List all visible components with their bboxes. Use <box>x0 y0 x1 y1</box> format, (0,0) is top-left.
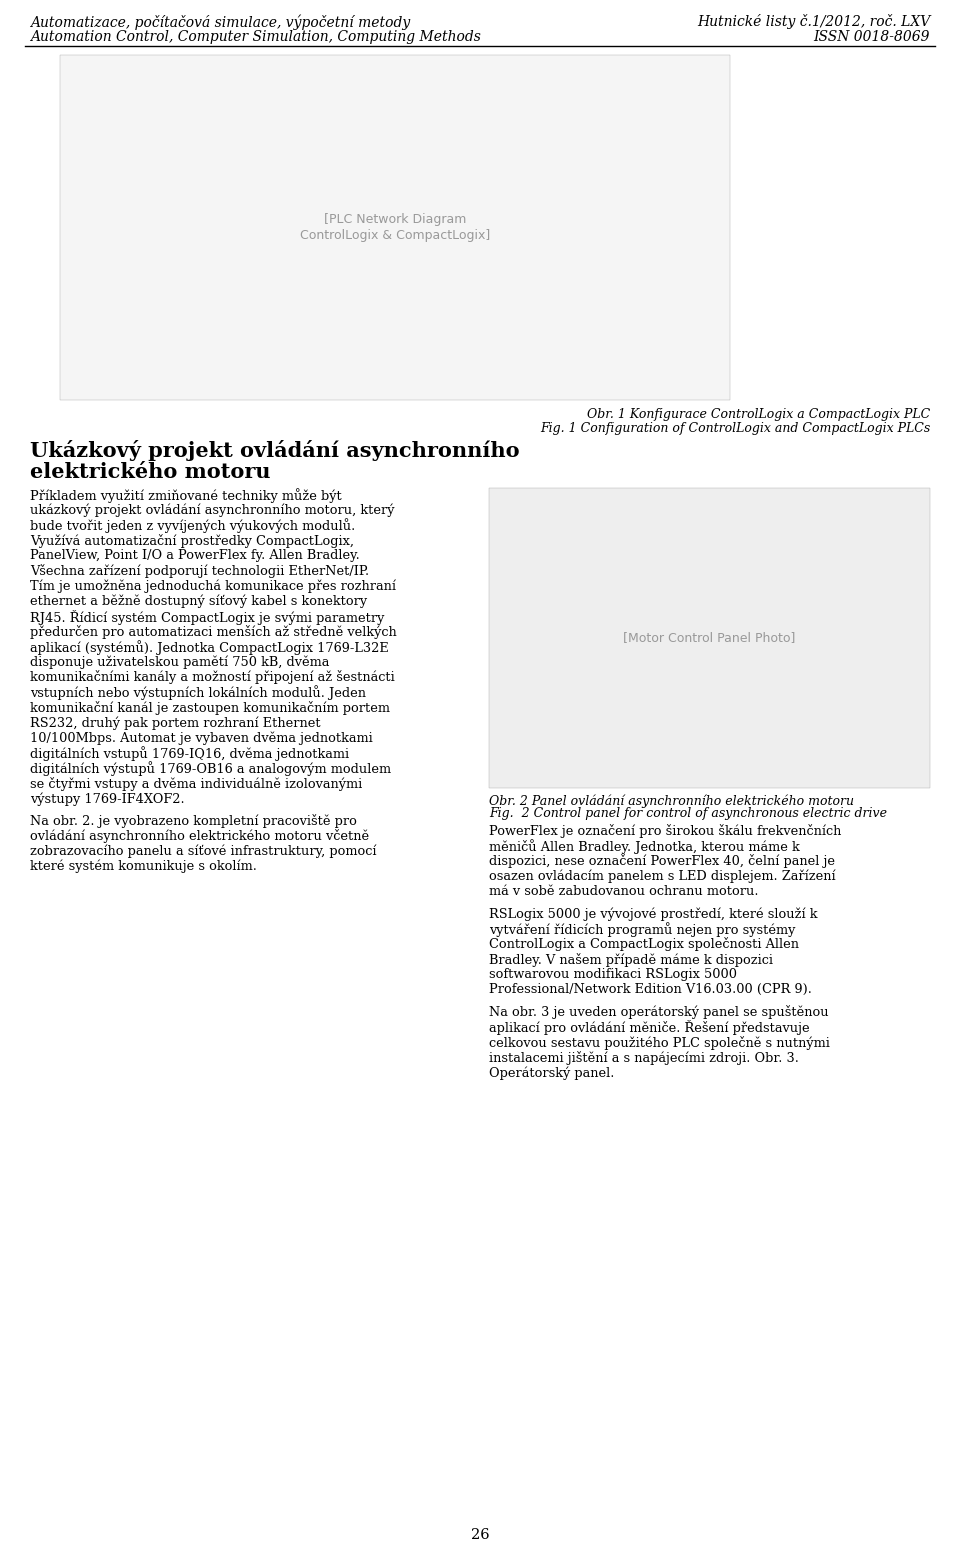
Text: Využívá automatizační prostředky CompactLogix,: Využívá automatizační prostředky Compact… <box>30 533 354 547</box>
Text: instalacemi jištění a s napájecími zdroji. Obr. 3.: instalacemi jištění a s napájecími zdroj… <box>489 1051 799 1065</box>
Text: vytváření řídicích programů nejen pro systémy: vytváření řídicích programů nejen pro sy… <box>489 923 796 937</box>
Text: disponuje uživatelskou pamětí 750 kB, dvěma: disponuje uživatelskou pamětí 750 kB, dv… <box>30 656 329 669</box>
Text: Všechna zařízení podporují technologii EtherNet/IP.: Všechna zařízení podporují technologii E… <box>30 564 370 578</box>
Text: ISSN 0018-8069: ISSN 0018-8069 <box>813 29 930 43</box>
Text: Fig.  2 Control panel for control of asynchronous electric drive: Fig. 2 Control panel for control of asyn… <box>489 807 887 819</box>
Text: komunikačními kanály a možností připojení až šestnácti: komunikačními kanály a možností připojen… <box>30 671 395 685</box>
Text: měničů Allen Bradley. Jednotka, kterou máme k: měničů Allen Bradley. Jednotka, kterou m… <box>489 839 800 853</box>
Text: Na obr. 3 je uveden operátorský panel se spuštěnou: Na obr. 3 je uveden operátorský panel se… <box>489 1005 828 1019</box>
Text: [PLC Network Diagram
ControlLogix & CompactLogix]: [PLC Network Diagram ControlLogix & Comp… <box>300 213 491 241</box>
Text: ethernet a běžně dostupný síťový kabel s konektory: ethernet a běžně dostupný síťový kabel s… <box>30 594 367 608</box>
Text: aplikací pro ovládání měniče. Řešení představuje: aplikací pro ovládání měniče. Řešení pře… <box>489 1020 809 1036</box>
Text: 10/100Mbps. Automat je vybaven dvěma jednotkami: 10/100Mbps. Automat je vybaven dvěma jed… <box>30 731 372 745</box>
Text: Hutnické listy č.1/2012, roč. LXV: Hutnické listy č.1/2012, roč. LXV <box>697 14 930 29</box>
Text: Fig. 1 Configuration of ControlLogix and CompactLogix PLCs: Fig. 1 Configuration of ControlLogix and… <box>540 422 930 434</box>
Text: Obr. 2 Panel ovládání asynchronního elektrického motoru: Obr. 2 Panel ovládání asynchronního elek… <box>489 795 854 807</box>
Text: Na obr. 2. je vyobrazeno kompletní pracoviště pro: Na obr. 2. je vyobrazeno kompletní praco… <box>30 815 357 829</box>
Text: Příkladem využití zmiňované techniky může být: Příkladem využití zmiňované techniky můž… <box>30 489 342 502</box>
Text: RS232, druhý pak portem rozhraní Ethernet: RS232, druhý pak portem rozhraní Etherne… <box>30 716 321 730</box>
Text: RJ45. Řídicí systém CompactLogix je svými parametry: RJ45. Řídicí systém CompactLogix je svým… <box>30 609 384 625</box>
Text: Automatizace, počítačová simulace, výpočetní metody: Automatizace, počítačová simulace, výpoč… <box>30 14 410 29</box>
Text: zobrazovacího panelu a síťové infrastruktury, pomocí: zobrazovacího panelu a síťové infrastruk… <box>30 844 376 858</box>
Text: Professional/Network Edition V16.03.00 (CPR 9).: Professional/Network Edition V16.03.00 (… <box>489 983 812 996</box>
Text: digitálních vstupů 1769-IQ16, dvěma jednotkami: digitálních vstupů 1769-IQ16, dvěma jedn… <box>30 747 349 761</box>
Text: PanelView, Point I/O a PowerFlex fy. Allen Bradley.: PanelView, Point I/O a PowerFlex fy. All… <box>30 549 360 561</box>
Text: celkovou sestavu použitého PLC společně s nutnými: celkovou sestavu použitého PLC společně … <box>489 1036 829 1050</box>
Text: se čtyřmi vstupy a dvěma individuálně izolovanými: se čtyřmi vstupy a dvěma individuálně iz… <box>30 776 362 792</box>
Text: ControlLogix a CompactLogix společnosti Allen: ControlLogix a CompactLogix společnosti … <box>489 937 799 951</box>
Text: má v sobě zabudovanou ochranu motoru.: má v sobě zabudovanou ochranu motoru. <box>489 884 758 898</box>
Text: aplikací (systémů). Jednotka CompactLogix 1769-L32E: aplikací (systémů). Jednotka CompactLogi… <box>30 640 389 656</box>
Text: ukázkový projekt ovládání asynchronního motoru, který: ukázkový projekt ovládání asynchronního … <box>30 502 395 516</box>
Text: PowerFlex je označení pro širokou škálu frekvenčních: PowerFlex je označení pro širokou škálu … <box>489 824 841 838</box>
Bar <box>60 56 730 400</box>
Text: Obr. 1 Konfigurace ControlLogix a CompactLogix PLC: Obr. 1 Konfigurace ControlLogix a Compac… <box>587 408 930 421</box>
Text: ovládání asynchronního elektrického motoru včetně: ovládání asynchronního elektrického moto… <box>30 829 370 844</box>
Text: Automation Control, Computer Simulation, Computing Methods: Automation Control, Computer Simulation,… <box>30 29 481 43</box>
Text: dispozici, nese označení PowerFlex 40, čelní panel je: dispozici, nese označení PowerFlex 40, č… <box>489 855 835 869</box>
Text: [Motor Control Panel Photo]: [Motor Control Panel Photo] <box>623 631 796 645</box>
Text: bude tvořit jeden z vyvíjených výukových modulů.: bude tvořit jeden z vyvíjených výukových… <box>30 518 355 533</box>
Text: softwarovou modifikaci RSLogix 5000: softwarovou modifikaci RSLogix 5000 <box>489 968 737 980</box>
Text: osazen ovládacím panelem s LED displejem. Zařízení: osazen ovládacím panelem s LED displejem… <box>489 869 835 883</box>
Text: výstupy 1769-IF4XOF2.: výstupy 1769-IF4XOF2. <box>30 792 184 805</box>
Bar <box>489 489 930 788</box>
Text: vstupních nebo výstupních lokálních modulů. Jeden: vstupních nebo výstupních lokálních modu… <box>30 685 366 700</box>
Text: komunikační kanál je zastoupen komunikačním portem: komunikační kanál je zastoupen komunikač… <box>30 700 390 714</box>
Text: Ukázkový projekt ovládání asynchronního: Ukázkový projekt ovládání asynchronního <box>30 441 519 461</box>
Text: které systém komunikuje s okolím.: které systém komunikuje s okolím. <box>30 860 257 873</box>
Text: 26: 26 <box>470 1527 490 1541</box>
Text: elektrického motoru: elektrického motoru <box>30 462 271 482</box>
Text: předurčen pro automatizaci menších až středně velkých: předurčen pro automatizaci menších až st… <box>30 625 396 638</box>
Text: Operátorský panel.: Operátorský panel. <box>489 1067 614 1079</box>
Text: Bradley. V našem případě máme k dispozici: Bradley. V našem případě máme k dispozic… <box>489 952 773 966</box>
Text: digitálních výstupů 1769-OB16 a analogovým modulem: digitálních výstupů 1769-OB16 a analogov… <box>30 762 391 776</box>
Text: Tím je umožněna jednoduchá komunikace přes rozhraní: Tím je umožněna jednoduchá komunikace př… <box>30 580 396 592</box>
Text: RSLogix 5000 je vývojové prostředí, které slouží k: RSLogix 5000 je vývojové prostředí, kter… <box>489 908 818 920</box>
